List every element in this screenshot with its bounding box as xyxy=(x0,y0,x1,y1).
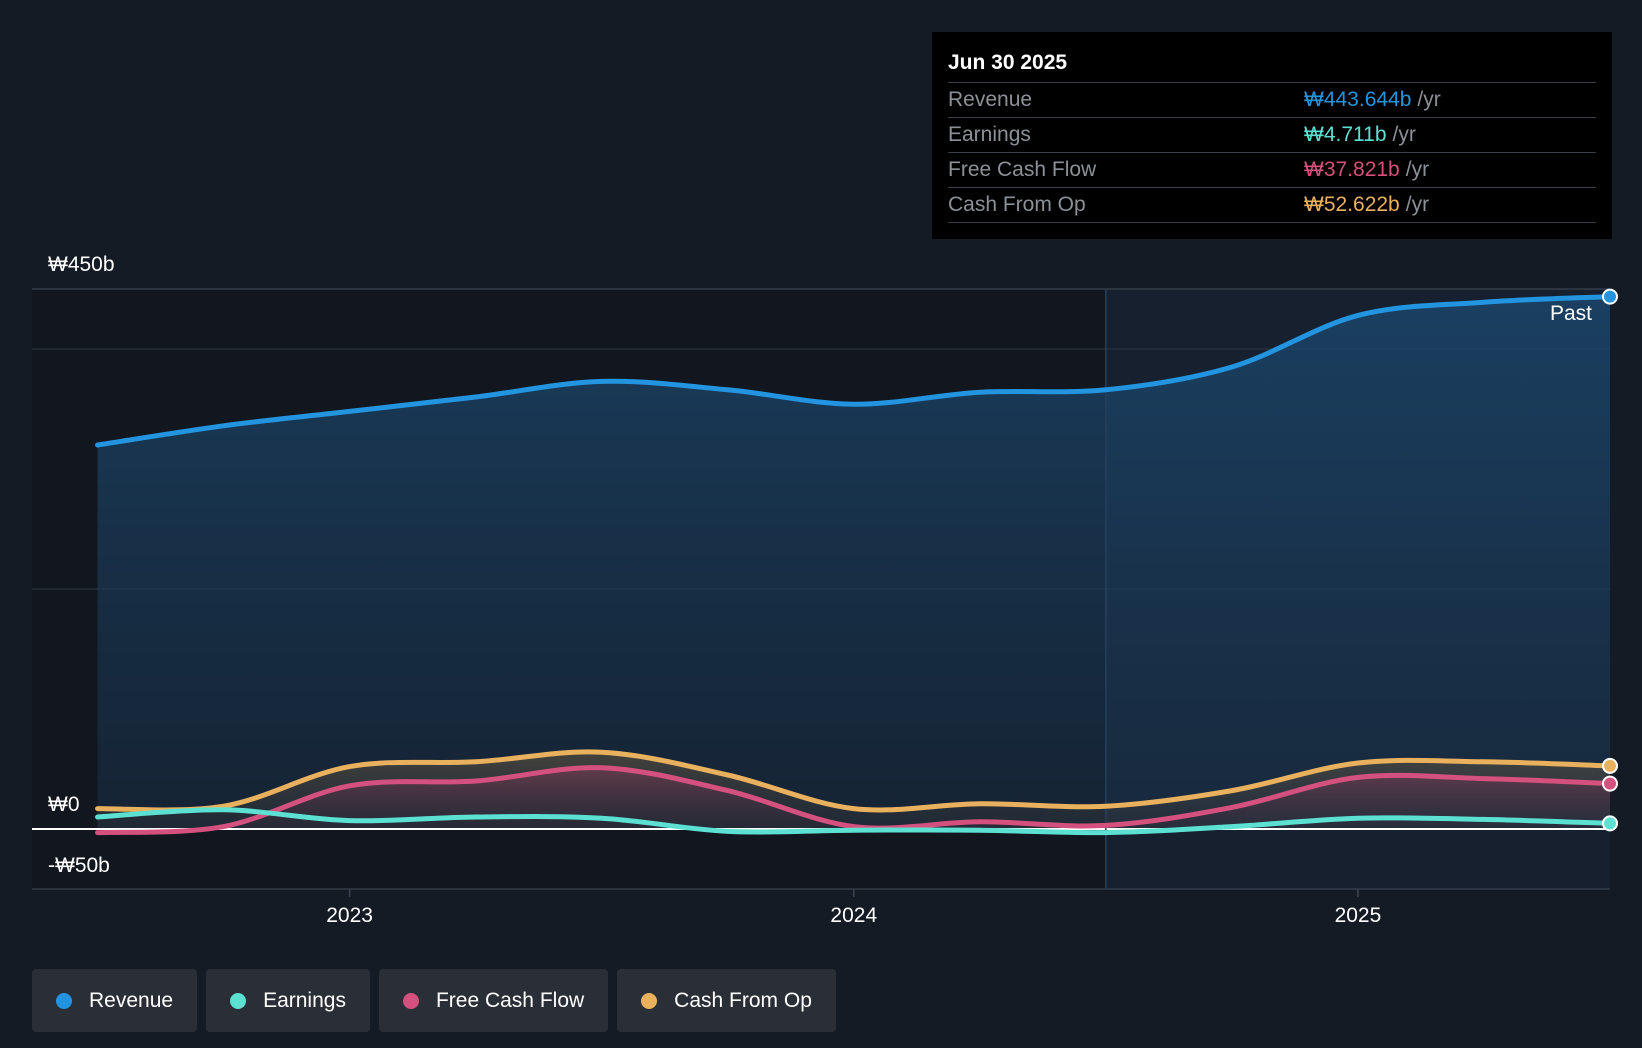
tooltip-row-cash-from-op: Cash From Op ₩52.622b /yr xyxy=(948,188,1596,223)
revenue-area xyxy=(97,296,1611,829)
y-tick-label-top: ₩450b xyxy=(48,253,115,276)
tooltip-unit: /yr xyxy=(1417,88,1441,111)
past-label: Past xyxy=(1550,302,1592,325)
revenue-end-point xyxy=(1602,288,1618,305)
tooltip-row-revenue: Revenue ₩443.644b /yr xyxy=(948,83,1596,118)
legend-item-revenue[interactable]: Revenue xyxy=(32,969,198,1032)
tooltip-value: ₩37.821b xyxy=(1304,158,1400,181)
legend-item-cash-from-op[interactable]: Cash From Op xyxy=(617,969,836,1032)
tooltip-label: Cash From Op xyxy=(948,193,1086,216)
tooltip-label: Earnings xyxy=(948,123,1031,146)
tooltip-value: ₩443.644b xyxy=(1304,88,1412,111)
legend-item-free-cash-flow[interactable]: Free Cash Flow xyxy=(378,969,609,1032)
free-cash-flow-dot-icon xyxy=(402,992,419,1009)
tooltip-label: Free Cash Flow xyxy=(948,158,1097,181)
tooltip-date: Jun 30 2025 xyxy=(948,46,1596,83)
legend-label: Revenue xyxy=(89,988,174,1012)
cfo-line xyxy=(95,749,1613,813)
tooltip: Jun 30 2025 Revenue ₩443.644b /yr Earnin… xyxy=(932,32,1612,239)
series-lines xyxy=(95,294,1613,836)
legend-label: Cash From Op xyxy=(674,988,812,1012)
fcf-end-point xyxy=(1602,775,1618,792)
cash-from-op-dot-icon xyxy=(641,992,658,1009)
x-tick-label: 2025 xyxy=(1335,904,1382,927)
tooltip-value: ₩4.711b xyxy=(1304,123,1387,146)
tooltip-value: ₩52.622b xyxy=(1304,193,1400,216)
tooltip-row-earnings: Earnings ₩4.711b /yr xyxy=(948,118,1596,153)
y-tick-label-bottom: -₩50b xyxy=(48,854,110,877)
legend-item-earnings[interactable]: Earnings xyxy=(206,969,370,1032)
cfo-end-point xyxy=(1602,757,1618,774)
tooltip-unit: /yr xyxy=(1405,193,1430,216)
tooltip-label: Revenue xyxy=(948,88,1033,111)
fcf-line xyxy=(95,765,1613,836)
y-tick-label-zero: ₩0 xyxy=(48,793,80,816)
x-tick-label: 2024 xyxy=(830,904,877,927)
tooltip-unit: /yr xyxy=(1405,158,1430,181)
earnings-dot-icon xyxy=(230,992,247,1009)
x-axis: 2023 2024 2025 xyxy=(326,889,1381,927)
x-tick-label: 2023 xyxy=(326,904,373,927)
legend-label: Earnings xyxy=(263,988,346,1012)
tooltip-row-free-cash-flow: Free Cash Flow ₩37.821b /yr xyxy=(948,153,1596,188)
earnings-end-point xyxy=(1602,815,1618,832)
series-end-markers xyxy=(1602,288,1618,832)
revenue-line xyxy=(95,294,1613,448)
legend-label: Free Cash Flow xyxy=(435,988,585,1012)
revenue-dot-icon xyxy=(56,992,72,1009)
earnings-line xyxy=(95,807,1613,836)
tooltip-unit: /yr xyxy=(1392,123,1416,146)
legend: Revenue Earnings Free Cash Flow Cash Fro… xyxy=(32,969,836,1032)
